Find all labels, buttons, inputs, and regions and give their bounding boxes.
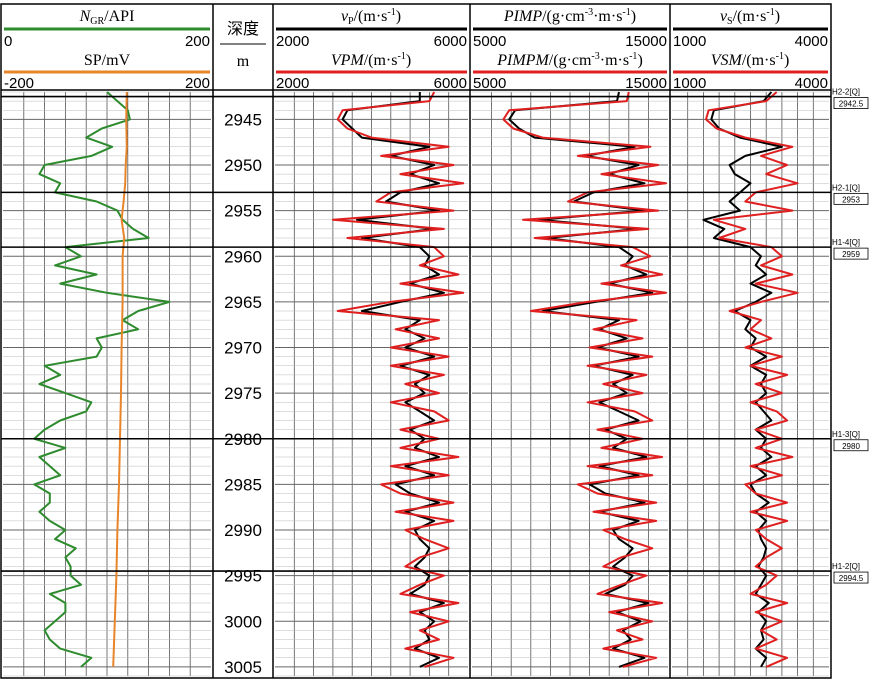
pimp-label: PIMP/(g·cm-3·m·s-1) [503,7,636,25]
marker-depth-label: 2942.5 [839,100,864,109]
depth-unit: m [237,53,250,70]
depth-tick-label: 3000 [224,612,262,631]
depth-tick-label: 2950 [224,156,262,175]
pimp-max: 15000 [625,33,667,50]
curve-vs-1 [705,91,799,668]
marker-name: H1-2[Q] [832,562,860,571]
depth-tick-label: 3005 [224,658,262,677]
pimpm-max: 15000 [625,75,667,92]
vsm-min: 1000 [673,75,706,92]
vsm-label: VSM/(m·s-1) [711,51,790,69]
curve-gr-sp-0 [33,91,171,668]
vs-label: vS/(m·s-1) [720,7,780,27]
marker-depth-box [833,192,869,205]
vsm-max: 4000 [795,75,828,92]
vpm-label: VPM/(m·s-1) [331,51,411,69]
vpm-min: 2000 [276,75,309,92]
sp-max: 200 [185,75,210,92]
depth-tick-labels: 2945295029552960296529702975298029852990… [224,110,262,677]
formation-markers: H2-2[Q] 2942.5 H2-1[Q] 2953 H1-4[Q] 2959 H1-3[… [1,88,869,584]
depth-tick-label: 2985 [224,475,262,494]
gr-max: 200 [185,33,210,50]
curve-pimp-1 [502,91,667,668]
gr-label: NGR/API [79,8,135,27]
depth-title: 深度 [227,20,259,38]
marker-depth-label: 2953 [842,195,860,204]
vs-min: 1000 [673,33,706,50]
vp-max: 6000 [434,33,467,50]
depth-tick-label: 2955 [224,202,262,221]
pimp-min: 5000 [473,33,506,50]
header-area: NGR/API 0 200 SP/mV -200 200 深度 m vP/(m·… [1,4,831,678]
pimpm-label: PIMPM/(g·cm-3·m·s-1) [496,51,643,69]
vp-min: 2000 [276,33,309,50]
sp-label: SP/mV [84,52,131,69]
depth-tick-label: 2970 [224,339,262,358]
marker-depth-box [833,247,869,260]
pimpm-min: 5000 [473,75,506,92]
sp-min: -200 [4,75,34,92]
marker-depth-box [833,571,869,584]
gr-min: 0 [4,33,12,50]
depth-tick-label: 2945 [224,110,262,129]
marker-depth-box [833,439,869,452]
marker-name: H2-2[Q] [832,88,860,97]
marker-depth-box [833,97,869,109]
depth-tick-label: 2965 [224,293,262,312]
chart-frame [0,3,832,679]
curve-gr-sp-1 [112,91,128,667]
vpm-max: 6000 [434,75,467,92]
marker-name: H2-1[Q] [832,183,860,192]
marker-name: H1-3[Q] [832,430,860,439]
marker-depth-label: 2994.5 [839,574,864,583]
depth-tick-label: 2975 [224,384,262,403]
depth-tick-label: 2995 [224,567,262,586]
marker-name: H1-4[Q] [832,238,860,247]
depth-tick-label: 2990 [224,521,262,540]
marker-depth-label: 2980 [842,442,860,451]
depth-tick-label: 2960 [224,247,262,266]
marker-depth-label: 2959 [842,250,860,259]
vs-max: 4000 [795,33,828,50]
vp-label: vP/(m·s-1) [341,7,401,27]
